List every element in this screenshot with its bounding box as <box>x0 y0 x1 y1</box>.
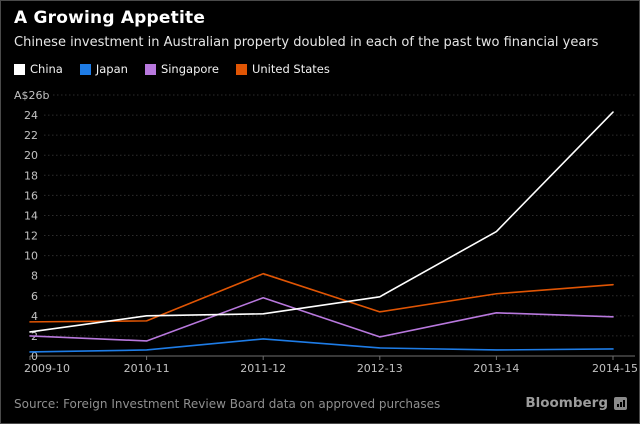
y-axis-tick-label: 22 <box>24 129 38 142</box>
x-axis-tick-label: 2013-14 <box>473 362 519 375</box>
y-axis-tick-label: 0 <box>31 350 38 363</box>
legend-item-united-states: United States <box>235 62 330 76</box>
legend-item-japan: Japan <box>79 62 128 76</box>
x-axis-tick-label: 2010-11 <box>124 362 170 375</box>
legend-label: Japan <box>95 62 128 76</box>
legend-swatch-icon <box>235 63 247 75</box>
page-title: A Growing Appetite <box>14 8 206 28</box>
legend-swatch-icon <box>79 63 91 75</box>
x-axis-tick-label: 2014-15 <box>592 362 638 375</box>
chart-legend: China Japan Singapore United States <box>14 62 347 76</box>
series-line-united-states <box>29 272 614 323</box>
legend-item-china: China <box>14 62 63 76</box>
legend-swatch-icon <box>14 63 25 75</box>
source-note: Source: Foreign Investment Review Board … <box>14 397 441 411</box>
legend-item-singapore: Singapore <box>144 62 219 76</box>
y-axis-tick-label: 8 <box>31 270 38 283</box>
legend-label: United States <box>251 62 330 76</box>
series-line-china <box>29 111 614 333</box>
y-axis-tick-label: 6 <box>31 290 38 303</box>
legend-label: Singapore <box>160 62 219 76</box>
x-axis-tick-label: 2009-10 <box>24 362 70 375</box>
y-axis-tick-label: 20 <box>24 149 38 162</box>
y-axis-unit-label: A$26b <box>14 89 50 102</box>
bloomberg-logo-icon <box>614 396 627 410</box>
series-line-japan <box>29 338 614 353</box>
y-axis-tick-label: 18 <box>24 169 38 182</box>
y-axis-tick-label: 24 <box>24 109 38 122</box>
series-line-singapore <box>29 296 614 342</box>
y-axis-tick-label: 4 <box>31 310 38 323</box>
x-axis-tick-label: 2011-12 <box>240 362 286 375</box>
x-axis-tick-label: 2012-13 <box>357 362 403 375</box>
legend-swatch-icon <box>144 63 156 75</box>
y-axis-tick-label: 16 <box>24 189 38 202</box>
y-axis-tick-label: 10 <box>24 250 38 263</box>
legend-label: China <box>30 62 63 76</box>
y-axis-tick-label: 14 <box>24 209 38 222</box>
y-axis-tick-label: 12 <box>24 230 38 243</box>
brand-mark: Bloomberg <box>525 395 627 411</box>
chart-subtitle: Chinese investment in Australian propert… <box>14 35 599 50</box>
brand-name: Bloomberg <box>525 395 608 411</box>
